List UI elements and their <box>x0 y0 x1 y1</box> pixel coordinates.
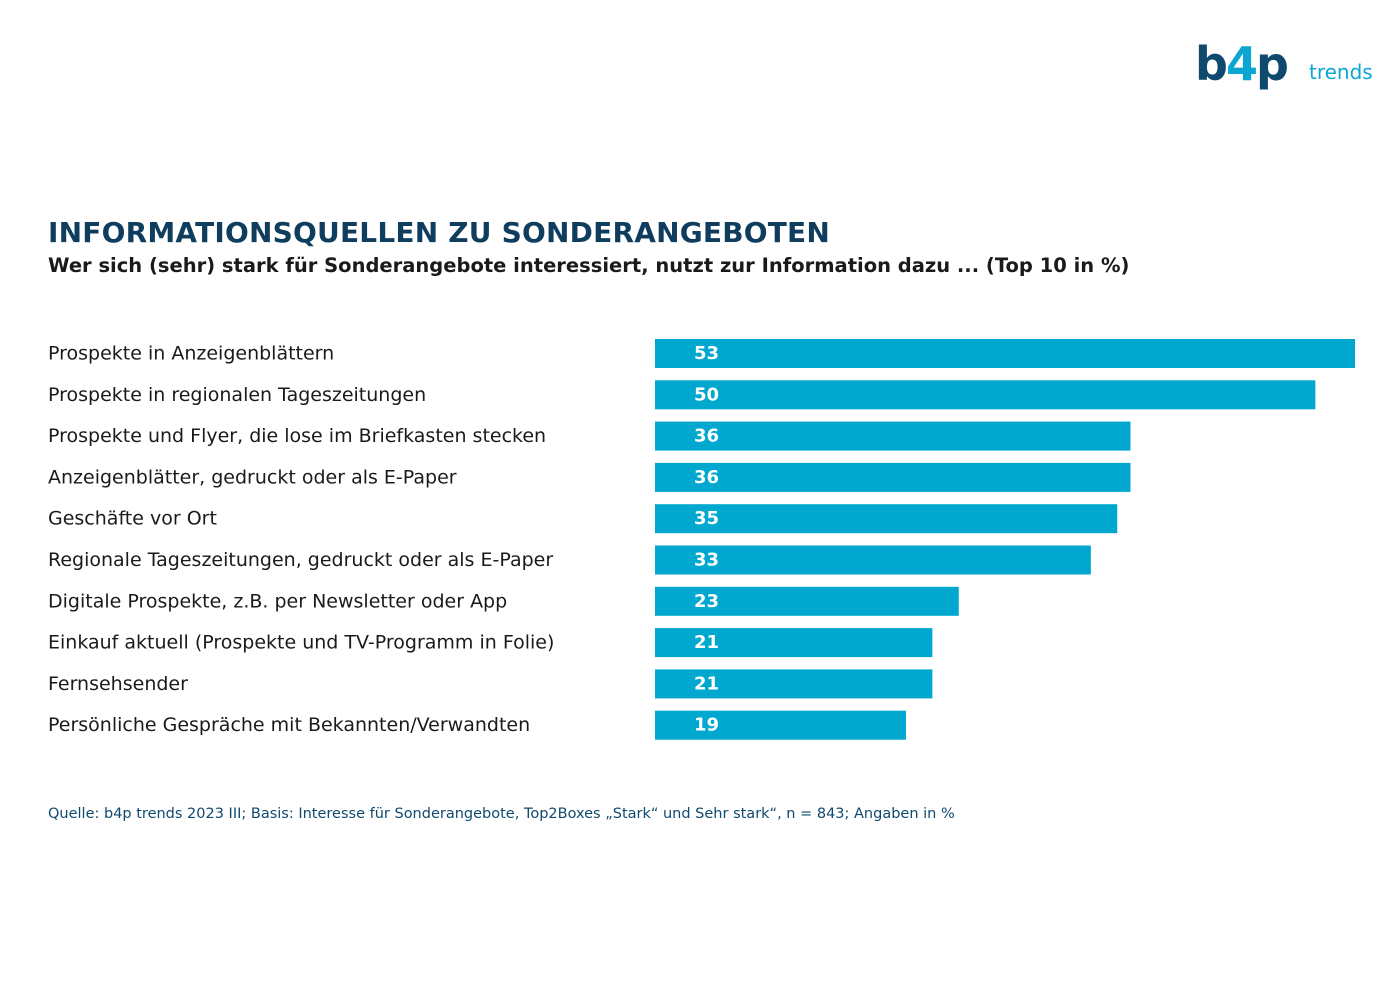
category-label: Fernsehsender <box>48 673 188 695</box>
source-note: Quelle: b4p trends 2023 III; Basis: Inte… <box>48 806 955 822</box>
bar <box>655 421 1131 451</box>
category-label: Prospekte und Flyer, die lose im Briefka… <box>48 425 546 447</box>
category-label: Anzeigenblätter, gedruckt oder als E-Pap… <box>48 466 457 488</box>
category-label: Digitale Prospekte, z.B. per Newsletter … <box>48 590 507 612</box>
logo-subtext: trends <box>1309 60 1373 84</box>
bar-value-label: 21 <box>694 673 719 694</box>
category-label: Einkauf aktuell (Prospekte und TV-Progra… <box>48 632 554 654</box>
logo-mark: b4p <box>1195 37 1289 91</box>
bar <box>655 669 933 699</box>
bar <box>655 710 906 740</box>
bar-value-label: 36 <box>694 467 719 488</box>
category-label: Regionale Tageszeitungen, gedruckt oder … <box>48 549 553 571</box>
bar <box>655 628 933 658</box>
bar-value-label: 33 <box>694 550 719 571</box>
bar-value-label: 50 <box>694 384 719 405</box>
bar <box>655 545 1091 575</box>
bar <box>655 504 1118 534</box>
bar-chart: Prospekte in Anzeigenblättern 53 Prospekte… <box>48 339 1355 740</box>
bar-value-label: 23 <box>694 591 719 612</box>
bar <box>655 339 1355 368</box>
bar <box>655 380 1316 410</box>
chart-subtitle: Wer sich (sehr) stark für Sonderangebote… <box>48 254 1130 277</box>
category-label: Prospekte in Anzeigenblättern <box>48 343 334 365</box>
bar-value-label: 35 <box>694 508 719 529</box>
bar-value-label: 53 <box>694 343 719 364</box>
bar-value-label: 19 <box>694 715 719 736</box>
category-label: Geschäfte vor Ort <box>48 508 217 530</box>
bar-value-label: 36 <box>694 426 719 447</box>
bar <box>655 586 959 616</box>
bar <box>655 462 1131 492</box>
category-label: Persönliche Gespräche mit Bekannten/Verw… <box>48 714 530 736</box>
chart-title: INFORMATIONSQUELLEN ZU SONDERANGEBOTEN <box>48 216 831 249</box>
b4p-trends-logo: b4p trends <box>1195 36 1385 98</box>
bar-value-label: 21 <box>694 632 719 653</box>
category-label: Prospekte in regionalen Tageszeitungen <box>48 384 426 406</box>
